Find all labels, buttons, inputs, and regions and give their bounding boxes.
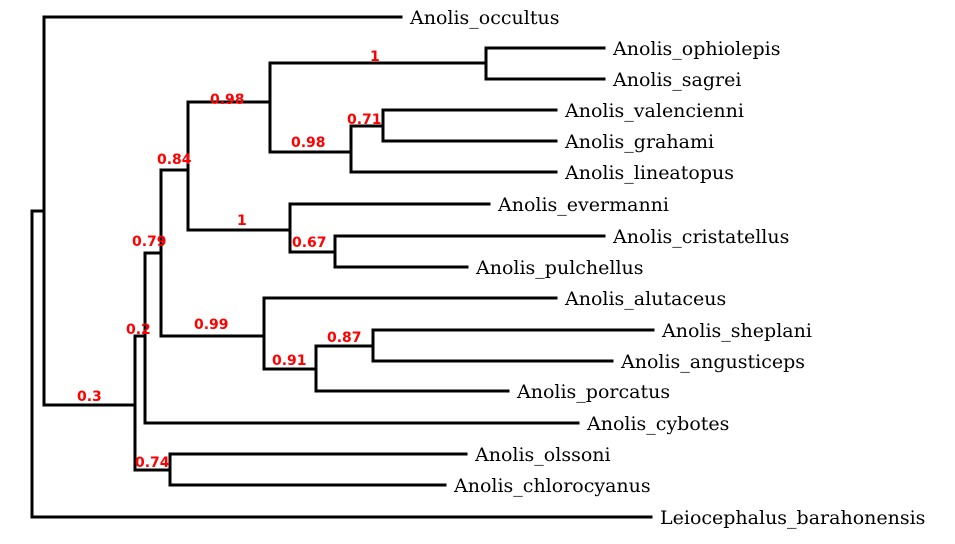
taxon-label: Anolis_valencienni xyxy=(564,100,744,122)
taxon-label: Anolis_ophiolepis xyxy=(612,38,780,60)
taxon-label: Anolis_olssoni xyxy=(474,444,611,466)
support-value: 0.3 xyxy=(77,389,102,405)
support-value: 0.84 xyxy=(157,152,192,168)
tree-branches xyxy=(30,15,655,519)
taxon-label: Anolis_porcatus xyxy=(516,381,670,403)
taxon-label: Anolis_sheplani xyxy=(661,320,812,342)
taxon-label: Anolis_angusticeps xyxy=(620,351,805,373)
support-values: 1 0.98 0.71 0.98 0.84 1 0.67 0.79 0.99 0.87 0.91 0.… xyxy=(77,49,382,471)
taxon-label: Anolis_cybotes xyxy=(586,413,729,435)
support-value: 0.98 xyxy=(291,135,326,151)
support-value: 0.98 xyxy=(210,92,245,108)
taxon-label: Anolis_sagrei xyxy=(612,69,741,91)
support-value: 1 xyxy=(237,213,247,229)
taxon-label: Anolis_lineatopus xyxy=(564,162,734,184)
support-value: 0.74 xyxy=(135,455,170,471)
support-value: 0.91 xyxy=(272,353,307,369)
support-value: 1 xyxy=(370,49,380,65)
support-value: 0.71 xyxy=(347,112,382,128)
support-value: 0.2 xyxy=(126,322,151,338)
support-value: 0.99 xyxy=(194,317,229,333)
support-value: 0.79 xyxy=(132,234,167,250)
taxon-labels: Anolis_occultus Anolis_ophiolepis Anolis_s… xyxy=(409,7,925,529)
taxon-label: Leiocephalus_barahonensis xyxy=(660,507,925,529)
support-value: 0.87 xyxy=(327,330,362,346)
taxon-label: Anolis_evermanni xyxy=(497,194,669,216)
taxon-label: Anolis_grahami xyxy=(564,131,714,153)
taxon-label: Anolis_alutaceus xyxy=(564,288,726,310)
taxon-label: Anolis_occultus xyxy=(409,7,559,29)
taxon-label: Anolis_pulchellus xyxy=(475,257,644,279)
taxon-label: Anolis_cristatellus xyxy=(612,226,789,248)
taxon-label: Anolis_chlorocyanus xyxy=(453,475,651,497)
support-value: 0.67 xyxy=(292,235,327,251)
